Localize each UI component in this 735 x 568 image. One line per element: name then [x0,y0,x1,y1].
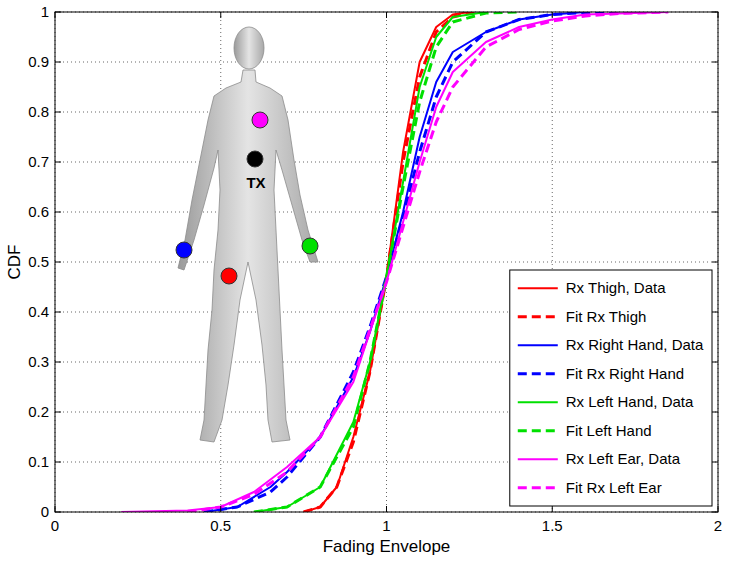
tick-mark [55,412,61,413]
tick-mark [55,12,56,18]
legend-label: Rx Thigh, Data [566,279,666,296]
grid-line [55,62,718,63]
tick-mark [55,162,61,163]
legend-swatch [518,344,558,346]
tx-dot [247,151,263,167]
tick-mark [712,112,718,113]
tick-mark [552,12,553,18]
tick-mark [712,462,718,463]
y-tick-label: 0.2 [28,403,49,420]
cdf-line [188,12,669,512]
x-tick-label: 1.5 [542,517,563,534]
cdf-line [254,12,486,512]
head [234,27,264,69]
grid-line [55,262,718,263]
legend-label: Fit Rx Left Ear [566,479,662,496]
tick-mark [220,506,221,512]
body-figure: TX [176,27,318,442]
tick-mark [712,512,718,513]
legend-swatch [518,486,558,489]
legend: Rx Thigh, Data Fit Rx Thigh Rx Right Hand,… [510,270,712,506]
y-tick-label: 0.8 [28,103,49,120]
tick-mark [712,362,718,363]
tick-mark [712,312,718,313]
tick-mark [386,12,387,18]
legend-label: Fit Rx Thigh [566,308,647,325]
plot-frame [55,12,718,512]
legend-label: Fit Rx Right Hand [566,365,684,382]
y-tick-label: 0.5 [28,253,49,270]
tick-mark [55,212,61,213]
tick-mark [55,506,56,512]
y-tick-label: 0.3 [28,353,49,370]
chart: TX 0 0.5 1 1.5 2 0 0.1 0.2 0.3 0.4 0.5 0.6 0.7 0.8 0.9 1… [0,0,735,568]
tick-mark [55,462,61,463]
x-tick-label: 0 [51,517,59,534]
rx-dot [221,268,237,284]
y-tick-label: 0 [41,503,49,520]
tick-mark [220,12,221,18]
y-tick-label: 0.7 [28,153,49,170]
cdf-line [254,12,519,512]
x-tick-label: 0.5 [210,517,231,534]
grid-line [55,112,718,113]
tick-mark [718,506,719,512]
legend-label: Rx Left Hand, Data [566,393,694,410]
y-tick-label: 0.1 [28,453,49,470]
tick-mark [712,212,718,213]
legend-swatch [518,401,558,403]
x-tick-label: 1 [382,517,390,534]
legend-label: Rx Right Hand, Data [566,336,704,353]
tick-mark [712,12,718,13]
legend-swatch [518,429,558,432]
tick-mark [712,262,718,263]
legend-swatch [518,372,558,375]
y-tick-label: 1 [41,3,49,20]
grid-line [55,212,718,213]
tick-mark [712,62,718,63]
tick-mark [712,412,718,413]
y-tick-label: 0.9 [28,53,49,70]
legend-label: Rx Left Ear, Data [566,450,681,467]
cdf-line [121,12,668,512]
cdf-line [304,12,486,512]
legend-swatch [518,458,558,460]
tick-mark [55,62,61,63]
y-axis-title: CDF [5,245,24,280]
tick-mark [55,112,61,113]
rx-dot [252,112,268,128]
tick-mark [712,162,718,163]
series-group [121,12,668,512]
legend-swatch [518,287,558,289]
tick-mark [55,312,61,313]
tick-mark [552,506,553,512]
cdf-line [304,12,470,512]
grid-line [55,162,718,163]
body-silhouette [178,70,318,442]
y-tick-label: 0.4 [28,303,49,320]
x-axis-title: Fading Envelope [323,537,451,556]
tick-mark [55,362,61,363]
tx-label: TX [246,174,265,191]
tick-mark [55,512,61,513]
legend-label: Fit Left Hand [566,422,652,439]
tick-mark [386,506,387,512]
y-tick-label: 0.6 [28,203,49,220]
tick-mark [55,262,61,263]
legend-box [510,270,712,506]
x-tick-label: 2 [714,517,722,534]
rx-dot [176,242,192,258]
rx-dot [302,238,318,254]
tick-mark [55,12,61,13]
plot-background [55,12,718,512]
legend-swatch [518,315,558,318]
tick-mark [718,12,719,18]
grid-line [386,12,387,512]
